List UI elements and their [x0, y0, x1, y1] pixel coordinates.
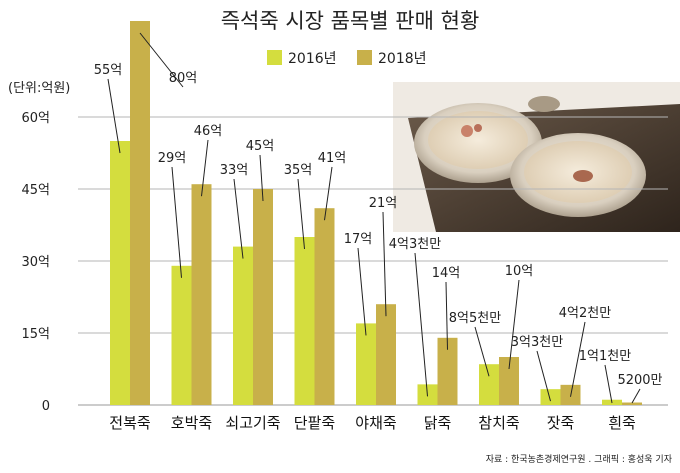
callout-line-2016년-잣죽 — [536, 350, 551, 402]
chart-title: 즉석죽 시장 품목별 판매 현황 — [221, 9, 480, 33]
data-label-2016년-호박죽: 29억 — [158, 151, 187, 166]
bar-2016년-전복죽 — [110, 141, 130, 405]
category-label-흰죽: 흰죽 — [608, 414, 636, 432]
callout-line-2016년-단팥죽 — [297, 178, 305, 250]
data-label-2016년-전복죽: 55억 — [94, 63, 123, 78]
data-label-2018년-닭죽: 14억 — [432, 266, 461, 281]
callout-line-2016년-쇠고기죽 — [233, 178, 244, 259]
data-label-2018년-흰죽: 5200만 — [617, 373, 662, 388]
bar-2016년-야채죽 — [356, 323, 376, 405]
category-label-참치죽: 참치죽 — [478, 414, 520, 432]
bar-2016년-참치죽 — [479, 364, 499, 405]
legend-swatch-2016 — [267, 50, 282, 65]
bar-2016년-단팥죽 — [294, 237, 315, 405]
bar-2018년-흰죽 — [622, 402, 642, 405]
data-label-2018년-참치죽: 10억 — [505, 264, 534, 279]
y-tick-0: 0 — [42, 399, 50, 414]
unit-label: (단위:억원) — [8, 81, 70, 96]
legend-swatch-2018 — [357, 50, 372, 65]
bar-2018년-단팥죽 — [314, 208, 335, 405]
callout-line-2018년-호박죽 — [201, 139, 209, 197]
callout-line-2016년-전복죽 — [107, 78, 121, 154]
callout-line-2018년-쇠고기죽 — [259, 154, 264, 202]
callout-line-2016년-호박죽 — [171, 166, 182, 278]
bar-2018년-전복죽 — [130, 21, 150, 405]
bar-2018년-야채죽 — [376, 304, 396, 405]
y-axis: 0 15억 30억 45억 60억 — [21, 111, 50, 414]
callout-line-2018년-참치죽 — [508, 279, 520, 370]
data-label-2016년-닭죽: 4억3천만 — [389, 237, 441, 252]
category-label-쇠고기죽: 쇠고기죽 — [225, 414, 280, 432]
data-label-2018년-야채죽: 21억 — [369, 196, 398, 211]
callout-line-2018년-흰죽 — [631, 388, 641, 404]
bar-2016년-쇠고기죽 — [233, 246, 253, 405]
data-label-2016년-야채죽: 17억 — [344, 232, 373, 247]
bar-2016년-호박죽 — [171, 265, 192, 405]
data-label-2016년-단팥죽: 35억 — [284, 163, 313, 178]
y-tick-30: 30억 — [21, 255, 50, 270]
bar-2016년-잣죽 — [540, 389, 561, 405]
bar-2018년-호박죽 — [191, 184, 212, 405]
data-label-2016년-흰죽: 1억1천만 — [579, 349, 631, 364]
callout-line-2018년-야채죽 — [382, 211, 387, 317]
data-label-2016년-쇠고기죽: 33억 — [220, 163, 249, 178]
legend-label-2016: 2016년 — [288, 51, 337, 67]
data-label-2018년-쇠고기죽: 45억 — [246, 139, 275, 154]
data-label-2016년-참치죽: 8억5천만 — [449, 311, 501, 326]
category-label-호박죽: 호박죽 — [171, 414, 213, 432]
y-tick-15: 15억 — [21, 327, 50, 342]
data-label-2018년-단팥죽: 41억 — [318, 151, 347, 166]
bars — [110, 21, 642, 405]
data-label-2018년-전복죽: 80억 — [169, 71, 198, 86]
callout-line-2018년-닭죽 — [445, 281, 448, 350]
bar-2018년-쇠고기죽 — [253, 189, 273, 405]
callout-line-2018년-전복죽 — [139, 32, 184, 88]
callout-line-2018년-잣죽 — [570, 321, 586, 397]
source-note: 자료 : 한국농촌경제연구원 . 그래픽 : 홍성욱 기자 — [486, 453, 673, 465]
category-label-잣죽: 잣죽 — [547, 414, 575, 432]
bar-2018년-참치죽 — [499, 357, 519, 405]
porridge-photo — [393, 82, 680, 232]
callout-line-2016년-흰죽 — [604, 364, 613, 404]
callout-line-2018년-단팥죽 — [324, 166, 333, 221]
data-label-2016년-잣죽: 3억3천만 — [511, 335, 563, 350]
value-callouts: 55억 80억 29억 46억 33억 45억 35억 41억 17억 21억 4억3천만 14억 8억… — [94, 32, 663, 404]
legend-label-2018: 2018년 — [378, 51, 427, 67]
callout-line-2016년-야채죽 — [357, 247, 367, 336]
category-label-닭죽: 닭죽 — [424, 414, 452, 432]
y-tick-45: 45억 — [21, 183, 50, 198]
bar-2018년-닭죽 — [437, 337, 458, 405]
legend: 2016년 2018년 — [267, 50, 427, 67]
y-tick-60: 60억 — [21, 111, 50, 126]
category-label-전복죽: 전복죽 — [109, 414, 151, 432]
data-label-2018년-잣죽: 4억2천만 — [559, 306, 611, 321]
category-label-야채죽: 야채죽 — [355, 414, 397, 432]
callout-line-2016년-참치죽 — [474, 326, 490, 377]
callout-line-2016년-닭죽 — [414, 252, 428, 397]
data-label-2018년-호박죽: 46억 — [194, 124, 223, 139]
category-labels: 전복죽 호박죽 쇠고기죽 단팥죽 야채죽 닭죽 참치죽 잣죽 흰죽 — [109, 414, 636, 432]
category-label-단팥죽: 단팥죽 — [294, 414, 336, 432]
